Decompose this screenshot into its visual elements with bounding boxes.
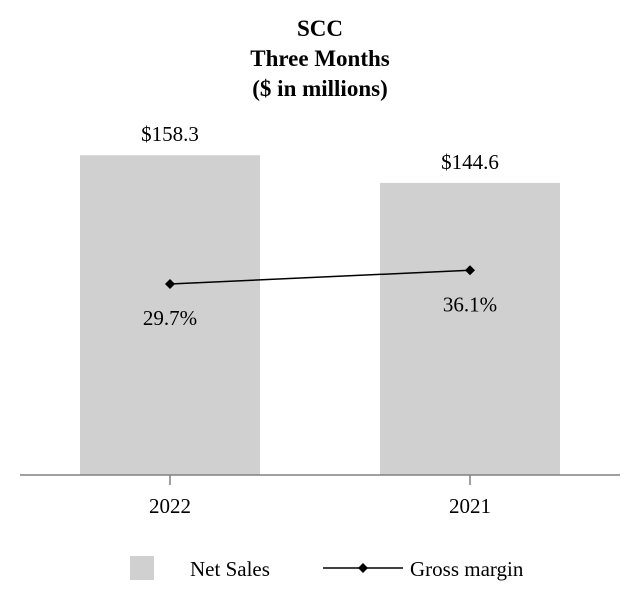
chart-title: SCC: [296, 16, 343, 41]
x-axis-ticks: 2022 2021: [149, 475, 491, 518]
gross-margin-line: [169, 269, 471, 285]
x-tick-label: 2021: [449, 494, 491, 518]
legend-gross-margin-marker-icon: [358, 563, 368, 573]
legend: Net Sales Gross margin: [130, 556, 524, 581]
bar-group: [80, 155, 560, 475]
gross-margin-point-2022: [165, 278, 175, 289]
bar-value-label: $144.6: [441, 150, 499, 174]
legend-net-sales-swatch: [130, 556, 154, 580]
bar-net-sales-2022: [80, 155, 260, 475]
gross-margin-value-label: 36.1%: [443, 292, 497, 316]
chart-title-block: SCC Three Months ($ in millions): [0, 14, 640, 104]
bar-net-sales-2021: [380, 182, 560, 475]
x-tick-label: 2022: [149, 494, 191, 518]
legend-net-sales-label: Net Sales: [190, 557, 270, 581]
gross-margin-line-group: [165, 265, 475, 289]
chart-subtitle: Three Months: [250, 46, 390, 71]
bar-value-label: $158.3: [141, 122, 199, 146]
gross-margin-point-2021: [465, 265, 475, 276]
legend-gross-margin-label: Gross margin: [410, 557, 524, 581]
chart-units: ($ in millions): [252, 76, 388, 101]
data-labels: $158.3 $144.6 29.7% 36.1%: [141, 122, 499, 330]
gross-margin-value-label: 29.7%: [143, 306, 197, 330]
